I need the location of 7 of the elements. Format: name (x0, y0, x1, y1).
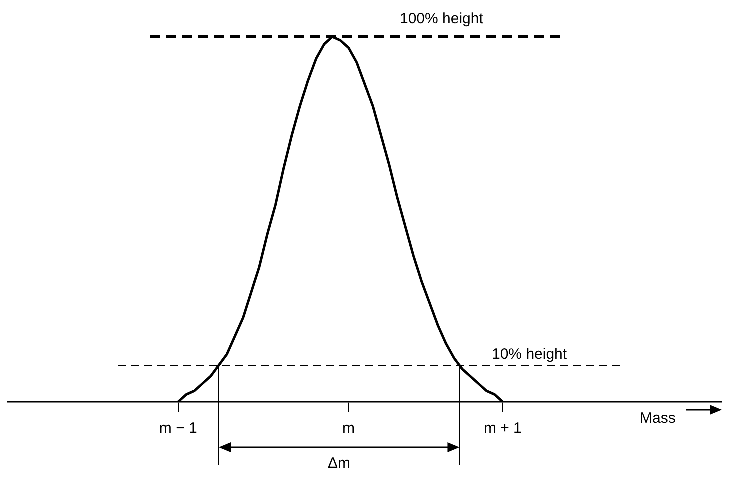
x-tick-label: m − 1 (159, 420, 198, 438)
x-tick-label: m (342, 420, 356, 438)
ref-line-label: 100% height (400, 10, 484, 28)
text: Δm (327, 455, 352, 472)
x-tick-label: m + 1 (484, 420, 522, 438)
x-axis-title: Mass (640, 410, 676, 428)
ref-line-label: 10% height (492, 346, 568, 364)
